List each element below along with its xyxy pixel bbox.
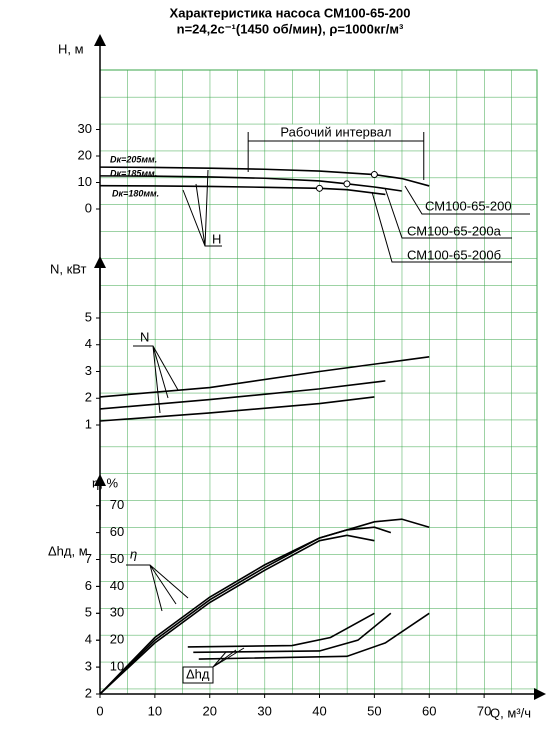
operating-point bbox=[316, 184, 323, 192]
y-axis-title: H, м bbox=[58, 41, 84, 56]
y-tick-label: 50 bbox=[110, 551, 124, 566]
line bbox=[198, 612, 430, 660]
label-box bbox=[182, 666, 214, 684]
curve-label: Δhд bbox=[186, 666, 210, 681]
operating-point bbox=[343, 180, 351, 188]
line bbox=[99, 534, 375, 695]
y-tick-label: 5 bbox=[85, 309, 92, 324]
line bbox=[99, 526, 392, 695]
line bbox=[99, 175, 402, 192]
x-tick-label: 30 bbox=[257, 703, 271, 718]
y-tick-label: 3 bbox=[85, 363, 92, 378]
y-tick-label: 20 bbox=[78, 147, 92, 162]
y-tick-label: 0 bbox=[85, 200, 92, 215]
y-tick-label: 2 bbox=[85, 685, 92, 700]
y-tick-label: 6 bbox=[85, 578, 92, 593]
series-label: Dк=180мм. bbox=[112, 188, 159, 198]
y-axis-title: Δhд, м bbox=[48, 543, 88, 558]
y-tick-label: 7 bbox=[85, 551, 92, 566]
y-tick-label: 2 bbox=[85, 390, 92, 405]
x-tick-label: 0 bbox=[96, 703, 103, 718]
leader bbox=[182, 169, 222, 247]
x-tick-label: 70 bbox=[477, 703, 491, 718]
chart-subtitle: n=24,2с⁻¹(1450 об/мин), ρ=1000кг/м³ bbox=[177, 21, 404, 36]
x-tick-label: 60 bbox=[422, 703, 436, 718]
line bbox=[99, 396, 375, 422]
y-tick-label: 70 bbox=[110, 497, 124, 512]
leader bbox=[371, 185, 530, 263]
x-axis-title: Q, м³/ч bbox=[490, 705, 531, 720]
label-bg bbox=[278, 124, 394, 140]
line bbox=[99, 166, 430, 187]
x-tick-label: 20 bbox=[203, 703, 217, 718]
x-tick-label: 40 bbox=[312, 703, 326, 718]
interval-label: Рабочий интервал bbox=[280, 124, 391, 139]
model-label: СМ100-65-200а bbox=[407, 223, 502, 238]
curve-label: N bbox=[140, 329, 149, 344]
y-axis-title: N, кВт bbox=[50, 261, 87, 276]
model-label: СМ100-65-200 bbox=[425, 198, 512, 213]
y-tick-label: 30 bbox=[110, 605, 124, 620]
y-tick-label: 1 bbox=[85, 416, 92, 431]
operating-point bbox=[370, 171, 378, 179]
leader bbox=[133, 345, 179, 414]
chart-title: Характеристика насоса СМ100-65-200 bbox=[170, 5, 411, 20]
grid bbox=[99, 69, 538, 695]
y-tick-label: 4 bbox=[85, 632, 92, 647]
y-tick-label: 40 bbox=[110, 578, 124, 593]
y-tick-label: 10 bbox=[110, 659, 124, 674]
model-label: СМ100-65-200б bbox=[407, 247, 501, 262]
line bbox=[187, 612, 375, 648]
y-tick-label: 60 bbox=[110, 524, 124, 539]
y-tick-label: 10 bbox=[78, 174, 92, 189]
line bbox=[99, 355, 430, 398]
x-tick-label: 50 bbox=[367, 703, 381, 718]
line bbox=[99, 380, 386, 410]
line bbox=[99, 518, 430, 695]
series-label: Dк=185мм. bbox=[110, 168, 157, 178]
line bbox=[193, 612, 392, 654]
x-tick-label: 10 bbox=[148, 703, 162, 718]
y-tick-label: 30 bbox=[78, 121, 92, 136]
y-tick-label: 5 bbox=[85, 605, 92, 620]
curve-label: η bbox=[130, 546, 137, 561]
y-tick-label: 20 bbox=[110, 632, 124, 647]
line bbox=[99, 184, 386, 196]
y-tick-label: 3 bbox=[85, 659, 92, 674]
series-label: Dк=205мм. bbox=[110, 154, 157, 164]
leader bbox=[126, 564, 189, 612]
y-axis-title: η, % bbox=[92, 475, 118, 490]
curve-label: H bbox=[212, 231, 221, 246]
y-tick-label: 4 bbox=[85, 336, 92, 351]
